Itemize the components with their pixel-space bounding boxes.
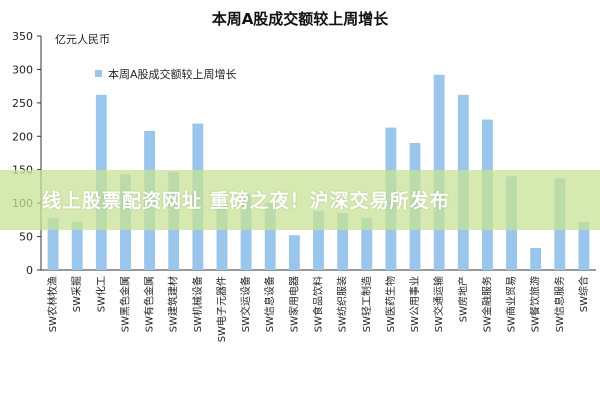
x-category-label: SW交通运输 — [432, 276, 445, 332]
bar — [361, 217, 373, 270]
x-axis-labels: SW农林牧渔 SW采掘 SW化工 SW黑色金属 SW有色金属 SW建筑建材 SW机械设备 SW… — [46, 276, 590, 342]
bar — [313, 211, 324, 270]
x-category-label: SW采掘 — [70, 276, 83, 312]
bar — [216, 203, 228, 270]
bar — [530, 247, 542, 270]
bar — [288, 235, 300, 270]
x-category-label: SW综合 — [577, 276, 590, 312]
y-tick-label: 50 — [19, 231, 33, 244]
y-tick-label: 250 — [12, 97, 33, 110]
x-category-label: SW交运设备 — [239, 276, 252, 332]
x-category-label: SW房地产 — [456, 276, 469, 322]
y-tick-label: 200 — [12, 130, 33, 143]
x-category-label: SW商业贸易 — [505, 276, 518, 332]
x-category-label: SW农林牧渔 — [46, 276, 59, 332]
x-category-label: SW黑色金属 — [118, 276, 131, 332]
y-tick-label: 300 — [12, 63, 33, 76]
legend-label: 本周A股成交额较上周增长 — [108, 67, 237, 81]
x-category-label: SW信息设备 — [263, 276, 276, 332]
overlay-banner[interactable]: 线上股票配资网址 重磅之夜！沪深交易所发布 — [0, 170, 600, 230]
y-tick-label: 350 — [12, 30, 33, 43]
x-category-label: SW家用电器 — [287, 276, 300, 332]
x-category-label: SW公用事业 — [408, 276, 421, 332]
x-category-label: SW有色金属 — [143, 276, 156, 332]
x-category-label: SW医药生物 — [384, 276, 397, 332]
x-category-label: SW纺织服装 — [336, 276, 349, 332]
bar — [264, 203, 276, 270]
x-category-label: SW机械设备 — [191, 276, 204, 332]
y-tick-label: 0 — [26, 264, 33, 277]
x-category-label: SW食品饮料 — [312, 276, 325, 332]
bar — [578, 221, 590, 270]
y-axis-ticks: 050100150200250300350 — [12, 30, 41, 277]
bar — [71, 221, 83, 270]
bar — [47, 217, 59, 270]
x-category-label: SW电子元器件 — [215, 276, 228, 342]
x-category-label: SW建筑建材 — [167, 276, 180, 332]
x-category-label: SW餐饮旅游 — [529, 276, 542, 332]
x-category-label: SW化工 — [94, 276, 107, 312]
legend: 本周A股成交额较上周增长 — [95, 67, 237, 81]
x-category-label: SW轻工制造 — [360, 276, 373, 332]
y-axis-unit-label: 亿元人民币 — [55, 33, 110, 46]
bar — [240, 193, 252, 270]
x-category-label: SW信息服务 — [553, 276, 566, 332]
chart-title: 本周A股成交额较上周增长 — [212, 10, 390, 28]
banner-text[interactable]: 线上股票配资网址 重磅之夜！沪深交易所发布 — [42, 190, 450, 212]
bar — [337, 213, 349, 270]
x-category-label: SW金融服务 — [480, 276, 493, 332]
legend-swatch — [95, 70, 102, 77]
